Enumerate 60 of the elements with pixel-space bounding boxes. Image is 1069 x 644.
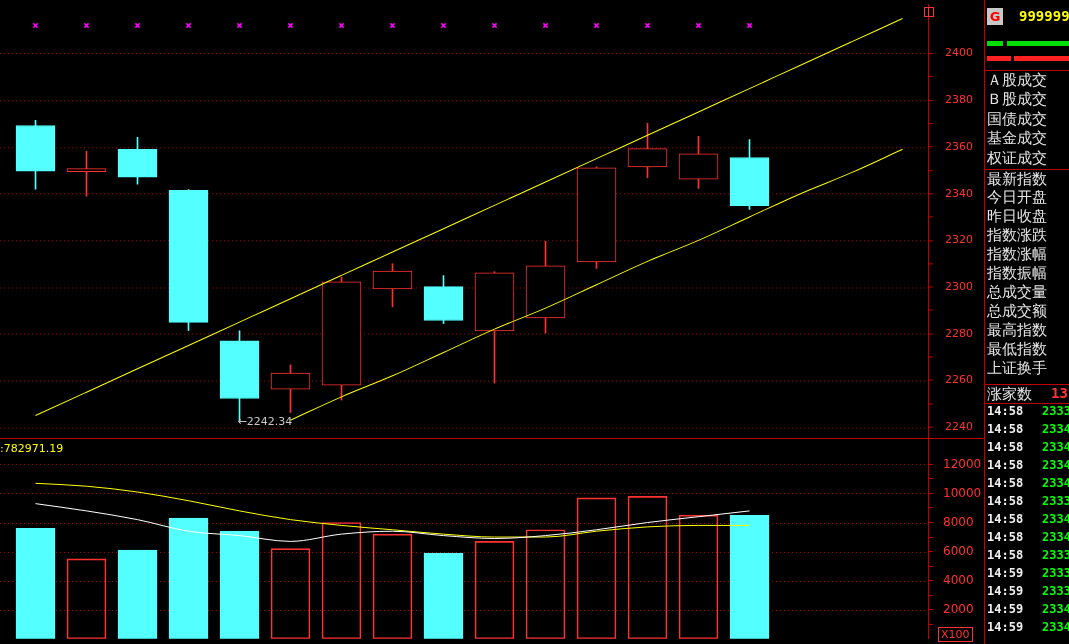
text: 昨日收盘 [987, 207, 1047, 226]
text: 指数振幅 [987, 264, 1047, 283]
y-tick-label: 2240 [945, 419, 973, 433]
category-label: 14:58 [987, 494, 1024, 508]
y-tick-label: 2000 [943, 601, 974, 616]
category-label: 14:58 [987, 476, 1024, 490]
category-label: 14:58 [987, 458, 1024, 472]
bar [219, 530, 260, 639]
y-tick-label: 4000 [943, 572, 974, 587]
category-label: 14:58 [987, 422, 1024, 436]
bar [423, 552, 464, 639]
y-tick-label: 8000 [943, 514, 974, 529]
text: 最高指数 [987, 320, 1047, 339]
line-series [35, 17, 903, 416]
bar [168, 517, 209, 639]
category-label: 14:59 [987, 584, 1024, 598]
text: 总成交额 [987, 301, 1047, 320]
text: 国债成交 [987, 109, 1047, 128]
text: 13 [1051, 385, 1068, 401]
text: 999999 [1019, 8, 1069, 25]
text: Ａ股成交 [987, 71, 1047, 89]
bar [117, 549, 158, 639]
text: G [987, 8, 1003, 25]
y-axis-title: X100 [938, 627, 973, 642]
text: 指数涨幅 [987, 245, 1047, 264]
text: 基金成交 [987, 129, 1047, 148]
y-tick-label: 2260 [945, 373, 973, 387]
y-tick-label: 12000 [943, 456, 982, 471]
text: 最新指数 [987, 169, 1047, 188]
text: 上证换手 [987, 358, 1047, 377]
y-tick-label: 2280 [945, 326, 973, 340]
y-tick-label: 2360 [945, 139, 973, 153]
line-series [35, 482, 750, 538]
text: 权证成交 [987, 148, 1047, 167]
category-label: 14:59 [987, 566, 1024, 580]
line-series [290, 148, 903, 421]
text: 涨家数 [986, 385, 1032, 403]
y-tick-label: 6000 [943, 543, 974, 558]
category-label: 14:58 [987, 440, 1024, 454]
text: Ｂ股成交 [987, 90, 1047, 109]
y-tick-label: 2380 [945, 92, 973, 106]
category-label: 14:58 [987, 512, 1024, 526]
chart-title: :782971.19 [0, 442, 64, 455]
text: 指数涨跌 [987, 226, 1047, 245]
annotation: ←2242.34 [237, 414, 293, 428]
bar [729, 514, 770, 639]
y-tick-label: 2400 [945, 46, 973, 60]
y-tick-label: 2340 [945, 186, 973, 200]
category-label: 14:59 [987, 602, 1024, 616]
category-label: 14:58 [987, 404, 1024, 418]
category-label: 14:59 [987, 620, 1024, 634]
y-tick-label: 2320 [945, 233, 973, 247]
line-series [35, 503, 750, 542]
text: 今日开盘 [987, 188, 1047, 207]
text: 最低指数 [987, 339, 1047, 358]
text: 总成交量 [987, 282, 1047, 301]
y-tick-label: 10000 [943, 485, 982, 500]
category-label: 14:58 [987, 530, 1024, 544]
category-label: 14:58 [987, 548, 1024, 562]
y-tick-label: 2300 [945, 279, 973, 293]
